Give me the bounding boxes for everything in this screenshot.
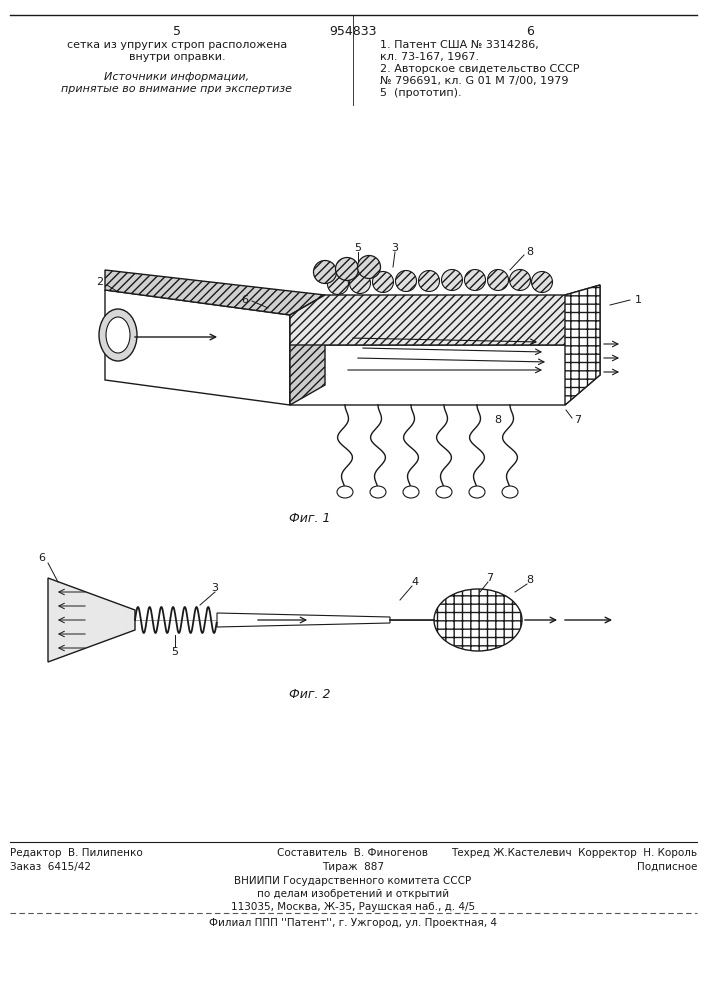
Ellipse shape bbox=[502, 486, 518, 498]
Text: Филиал ППП ''Патент'', г. Ужгород, ул. Проектная, 4: Филиал ППП ''Патент'', г. Ужгород, ул. П… bbox=[209, 918, 497, 928]
Text: Составитель  В. Финогенов: Составитель В. Финогенов bbox=[278, 848, 428, 858]
Text: 2: 2 bbox=[96, 277, 103, 287]
Text: 7: 7 bbox=[486, 573, 493, 583]
Text: 3: 3 bbox=[392, 243, 399, 253]
Text: 1: 1 bbox=[634, 295, 641, 305]
Text: 8: 8 bbox=[527, 575, 534, 585]
Ellipse shape bbox=[510, 269, 530, 290]
Text: 5: 5 bbox=[173, 25, 181, 38]
Text: 5: 5 bbox=[354, 243, 361, 253]
Text: кл. 73-167, 1967.: кл. 73-167, 1967. bbox=[380, 52, 479, 62]
Text: 113035, Москва, Ж-35, Раушская наб., д. 4/5: 113035, Москва, Ж-35, Раушская наб., д. … bbox=[231, 902, 475, 912]
Text: Подписное: Подписное bbox=[636, 862, 697, 872]
Ellipse shape bbox=[441, 269, 462, 290]
Polygon shape bbox=[290, 285, 600, 345]
Polygon shape bbox=[48, 578, 135, 662]
Text: Фиг. 2: Фиг. 2 bbox=[289, 688, 331, 701]
Text: 8: 8 bbox=[494, 415, 501, 425]
Text: Заказ  6415/42: Заказ 6415/42 bbox=[10, 862, 91, 872]
Text: № 796691, кл. G 01 M 7/00, 1979: № 796691, кл. G 01 M 7/00, 1979 bbox=[380, 76, 568, 86]
Ellipse shape bbox=[336, 257, 358, 280]
Ellipse shape bbox=[469, 486, 485, 498]
Polygon shape bbox=[290, 315, 600, 405]
Text: 7: 7 bbox=[574, 415, 582, 425]
Ellipse shape bbox=[436, 486, 452, 498]
Text: Техред Ж.Кастелевич  Корректор  Н. Король: Техред Ж.Кастелевич Корректор Н. Король bbox=[451, 848, 697, 858]
Text: Редактор  В. Пилипенко: Редактор В. Пилипенко bbox=[10, 848, 143, 858]
Text: 5: 5 bbox=[172, 647, 178, 657]
Polygon shape bbox=[290, 295, 325, 405]
Text: 3: 3 bbox=[211, 583, 218, 593]
Polygon shape bbox=[105, 290, 290, 405]
Text: 6: 6 bbox=[526, 25, 534, 38]
Ellipse shape bbox=[395, 270, 416, 292]
Text: 1. Патент США № 3314286,: 1. Патент США № 3314286, bbox=[380, 40, 539, 50]
Text: принятые во внимание при экспертизе: принятые во внимание при экспертизе bbox=[62, 84, 293, 94]
Ellipse shape bbox=[313, 260, 337, 284]
Text: ВНИИПИ Государственного комитета СССР: ВНИИПИ Государственного комитета СССР bbox=[235, 876, 472, 886]
Text: 5  (прототип).: 5 (прототип). bbox=[380, 88, 462, 98]
Text: 6: 6 bbox=[242, 295, 248, 305]
Ellipse shape bbox=[370, 486, 386, 498]
Polygon shape bbox=[565, 285, 600, 405]
Ellipse shape bbox=[488, 269, 508, 290]
Text: внутри оправки.: внутри оправки. bbox=[129, 52, 226, 62]
Ellipse shape bbox=[434, 589, 522, 651]
Text: по делам изобретений и открытий: по делам изобретений и открытий bbox=[257, 889, 449, 899]
Ellipse shape bbox=[403, 486, 419, 498]
Ellipse shape bbox=[327, 273, 349, 294]
Ellipse shape bbox=[349, 272, 370, 294]
Text: Тираж  887: Тираж 887 bbox=[322, 862, 384, 872]
Ellipse shape bbox=[106, 317, 130, 353]
Text: Источники информации,: Источники информации, bbox=[105, 72, 250, 82]
Polygon shape bbox=[217, 613, 390, 627]
Polygon shape bbox=[105, 270, 325, 315]
Ellipse shape bbox=[373, 271, 394, 292]
Ellipse shape bbox=[337, 486, 353, 498]
Ellipse shape bbox=[419, 270, 440, 292]
Text: 2. Авторское свидетельство СССР: 2. Авторское свидетельство СССР bbox=[380, 64, 580, 74]
Text: сетка из упругих строп расположена: сетка из упругих строп расположена bbox=[67, 40, 287, 50]
Ellipse shape bbox=[464, 269, 486, 290]
Text: 954833: 954833 bbox=[329, 25, 377, 38]
Text: Фиг. 1: Фиг. 1 bbox=[289, 512, 331, 525]
Ellipse shape bbox=[358, 255, 380, 278]
Text: 4: 4 bbox=[411, 577, 419, 587]
Text: 8: 8 bbox=[527, 247, 534, 257]
Text: 6: 6 bbox=[38, 553, 45, 563]
Ellipse shape bbox=[532, 271, 552, 292]
Ellipse shape bbox=[99, 309, 137, 361]
